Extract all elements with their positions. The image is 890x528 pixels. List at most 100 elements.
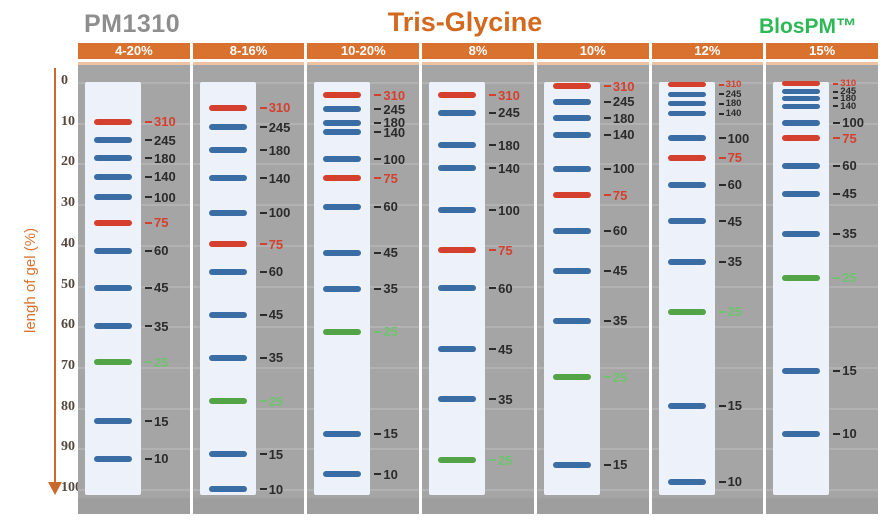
protein-band: [438, 109, 477, 116]
protein-band: [208, 451, 247, 458]
band-tick-icon: [489, 94, 497, 97]
protein-band: [552, 227, 591, 234]
band-label: 75: [259, 236, 283, 252]
band-tick-icon: [259, 270, 267, 273]
band-label: 245: [145, 132, 176, 148]
band-mw-value: 310: [268, 100, 291, 116]
band-mw-value: 75: [154, 215, 169, 231]
protein-band: [438, 346, 477, 353]
band-mw-value: 10: [268, 481, 284, 497]
band-mw-value: 100: [498, 202, 520, 218]
band-label: 180: [374, 115, 405, 131]
protein-band: [94, 219, 132, 226]
band-tick-icon: [718, 310, 726, 313]
band-tick-icon: [374, 330, 382, 333]
protein-band: [94, 194, 132, 201]
y-tick-label: 100: [61, 480, 82, 495]
band-tick-icon: [603, 133, 611, 136]
band-tick-icon: [489, 287, 497, 290]
band-mw-value: 25: [383, 324, 398, 340]
lane-header: 8%: [422, 43, 534, 59]
protein-band: [667, 111, 706, 117]
protein-band: [94, 118, 132, 125]
band-tick-icon: [603, 194, 611, 197]
protein-band: [94, 455, 132, 462]
protein-band: [552, 317, 591, 324]
protein-band: [667, 258, 706, 265]
protein-band: [208, 311, 247, 318]
lane-header: 12%: [651, 43, 764, 59]
band-tick-icon: [833, 232, 841, 235]
lane-panels: 4-20% 310 245 180 140 100 75 60 45 35 25 15 10 8-16% 3…: [78, 43, 878, 514]
lane-footer-bar: [192, 498, 305, 514]
protein-band: [667, 154, 706, 161]
band-tick-icon: [718, 220, 726, 223]
protein-band: [323, 129, 362, 136]
protein-band: [208, 241, 247, 248]
protein-band: [323, 249, 362, 256]
band-label: 310: [603, 78, 635, 94]
band-tick-icon: [489, 144, 497, 147]
protein-band: [94, 155, 132, 162]
band-label: 140: [833, 100, 856, 112]
band-mw-value: 10: [383, 466, 398, 482]
protein-band: [782, 430, 821, 437]
band-mw-value: 25: [727, 304, 743, 320]
band-mw-value: 15: [383, 426, 398, 442]
lane-body: 310 245 180 140 100 75 60 45 35 25 15: [536, 62, 649, 514]
band-tick-icon: [374, 205, 382, 208]
band-label: 75: [603, 187, 628, 203]
band-mw-value: 75: [612, 187, 628, 203]
band-label: 140: [145, 169, 176, 185]
y-tick-label: 50: [61, 276, 75, 292]
band-mw-value: 35: [154, 318, 169, 334]
page-title: Tris-Glycine: [387, 7, 543, 37]
band-label: 10: [259, 481, 284, 497]
band-label: 35: [145, 318, 168, 334]
protein-band: [667, 135, 706, 142]
lane-15%: 15% 310 245 180 140 100 75 60 45 35 25 15 10: [766, 43, 878, 514]
band-label: 25: [603, 369, 627, 385]
panel-top-stripe: [422, 62, 534, 65]
band-label: 35: [259, 350, 283, 366]
band-mw-value: 245: [840, 86, 857, 98]
band-label: 100: [603, 161, 635, 177]
band-mw-value: 35: [498, 391, 513, 407]
band-tick-icon: [833, 105, 839, 107]
lane-8-16%: 8-16% 310 245 180 140 100 75 60 45 35 25 15 10: [192, 43, 305, 514]
band-mw-value: 140: [725, 108, 742, 120]
band-label: 75: [833, 130, 857, 146]
band-tick-icon: [603, 100, 611, 103]
band-mw-value: 35: [842, 226, 857, 242]
y-tick-label: 10: [61, 113, 75, 129]
band-tick-icon: [718, 156, 726, 159]
band-mw-value: 245: [612, 94, 635, 110]
y-tick-label: 40: [61, 235, 75, 251]
band-label: 35: [489, 391, 513, 407]
band-tick-icon: [145, 249, 152, 252]
band-label: 60: [833, 158, 857, 174]
band-mw-value: 100: [383, 151, 406, 167]
band-mw-value: 15: [842, 363, 857, 379]
band-mw-value: 10: [727, 474, 743, 490]
protein-band: [782, 190, 821, 197]
band-label: 15: [145, 413, 168, 429]
protein-band: [782, 89, 821, 95]
band-mw-value: 140: [840, 100, 857, 112]
protein-band: [552, 98, 591, 105]
band-mw-value: 310: [498, 87, 520, 103]
band-mw-value: 60: [842, 158, 857, 174]
lane-footer-bar: [307, 498, 420, 514]
band-mw-value: 75: [383, 170, 398, 186]
band-tick-icon: [833, 90, 839, 93]
band-label: 45: [489, 341, 513, 357]
protein-band: [208, 124, 247, 131]
band-tick-icon: [603, 269, 611, 272]
band-label: 15: [718, 398, 742, 414]
protein-band: [667, 101, 706, 107]
protein-band: [667, 82, 706, 88]
band-mw-value: 310: [612, 78, 635, 94]
protein-band: [208, 175, 247, 182]
band-tick-icon: [374, 473, 382, 476]
band-mw-value: 35: [727, 254, 743, 270]
